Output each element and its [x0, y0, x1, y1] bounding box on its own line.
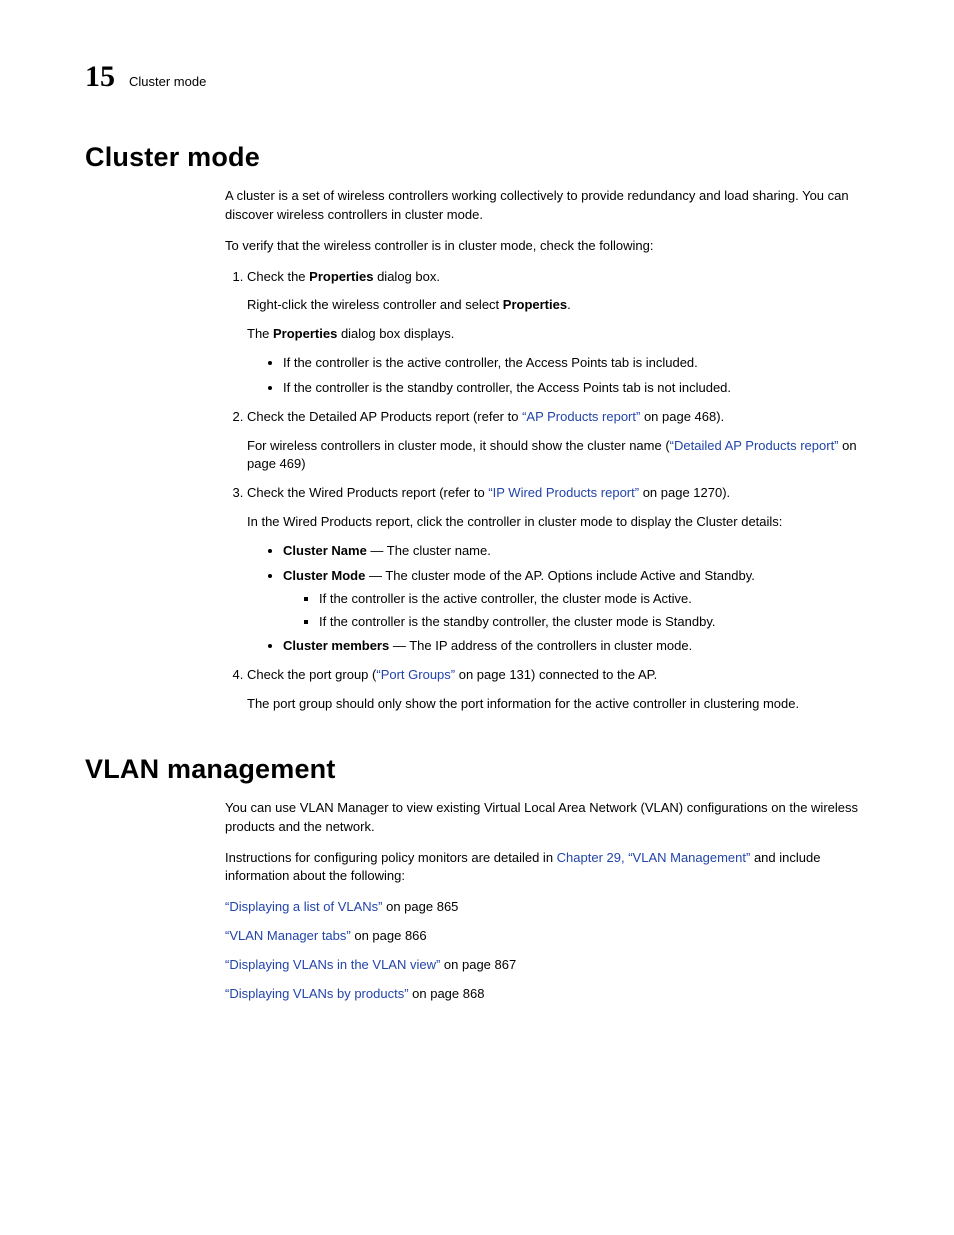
bold-text: Properties — [309, 269, 373, 284]
text: on page 131) connected to the AP. — [455, 667, 657, 682]
list-item: If the controller is the active controll… — [283, 354, 869, 373]
step-4: Check the port group (“Port Groups” on p… — [247, 666, 869, 714]
bold-text: Cluster Mode — [283, 568, 365, 583]
text: Right-click the wireless controller and … — [247, 297, 503, 312]
text: dialog box displays. — [337, 326, 454, 341]
text: For wireless controllers in cluster mode… — [247, 438, 670, 453]
paragraph: Instructions for configuring policy moni… — [225, 849, 869, 887]
section-heading-vlan-management: VLAN management — [85, 754, 869, 785]
text: Check the port group ( — [247, 667, 376, 682]
paragraph: For wireless controllers in cluster mode… — [247, 437, 869, 475]
link-line: “Displaying VLANs by products” on page 8… — [225, 985, 869, 1004]
paragraph: You can use VLAN Manager to view existin… — [225, 799, 869, 837]
xref-link[interactable]: “Displaying a list of VLANs” — [225, 899, 383, 914]
list-item: If the controller is the active controll… — [319, 590, 869, 609]
bold-text: Properties — [503, 297, 567, 312]
bullet-list: Cluster Name — The cluster name. Cluster… — [247, 542, 869, 656]
text: — The cluster name. — [367, 543, 491, 558]
text: — The IP address of the controllers in c… — [389, 638, 692, 653]
xref-link[interactable]: “Port Groups” — [376, 667, 455, 682]
step-1: Check the Properties dialog box. Right-c… — [247, 268, 869, 398]
bold-text: Properties — [273, 326, 337, 341]
sub-bullet-list: If the controller is the active controll… — [283, 590, 869, 632]
section-body-cluster-mode: A cluster is a set of wireless controlle… — [225, 187, 869, 714]
text: on page 865 — [383, 899, 459, 914]
text: Instructions for configuring policy moni… — [225, 850, 557, 865]
list-item: Cluster members — The IP address of the … — [283, 637, 869, 656]
text: Check the — [247, 269, 309, 284]
text: on page 866 — [351, 928, 427, 943]
text: dialog box. — [373, 269, 440, 284]
step-3: Check the Wired Products report (refer t… — [247, 484, 869, 656]
paragraph: To verify that the wireless controller i… — [225, 237, 869, 256]
page: 15 Cluster mode Cluster mode A cluster i… — [0, 0, 954, 1235]
xref-link[interactable]: “Displaying VLANs in the VLAN view” — [225, 957, 440, 972]
spacer — [85, 724, 869, 754]
bold-text: Cluster members — [283, 638, 389, 653]
xref-link[interactable]: “Detailed AP Products report” — [670, 438, 839, 453]
xref-link[interactable]: “VLAN Manager tabs” — [225, 928, 351, 943]
link-line: “VLAN Manager tabs” on page 866 — [225, 927, 869, 946]
text: Check the Wired Products report (refer t… — [247, 485, 488, 500]
step-lead: Check the Detailed AP Products report (r… — [247, 408, 869, 427]
step-lead: Check the port group (“Port Groups” on p… — [247, 666, 869, 685]
step-lead: Check the Wired Products report (refer t… — [247, 484, 869, 503]
text: on page 1270). — [639, 485, 730, 500]
text: — The cluster mode of the AP. Options in… — [365, 568, 755, 583]
text: on page 468). — [640, 409, 724, 424]
paragraph: In the Wired Products report, click the … — [247, 513, 869, 532]
paragraph: Right-click the wireless controller and … — [247, 296, 869, 315]
link-line: “Displaying a list of VLANs” on page 865 — [225, 898, 869, 917]
bullet-list: If the controller is the active controll… — [247, 354, 869, 398]
link-line: “Displaying VLANs in the VLAN view” on p… — [225, 956, 869, 975]
bold-text: Cluster Name — [283, 543, 367, 558]
list-item: If the controller is the standby control… — [319, 613, 869, 632]
text: on page 868 — [409, 986, 485, 1001]
xref-link[interactable]: “IP Wired Products report” — [488, 485, 639, 500]
step-2: Check the Detailed AP Products report (r… — [247, 408, 869, 475]
text: Check the Detailed AP Products report (r… — [247, 409, 522, 424]
link-list: “Displaying a list of VLANs” on page 865… — [225, 898, 869, 1003]
running-header: 15 Cluster mode — [85, 60, 869, 94]
list-item: Cluster Name — The cluster name. — [283, 542, 869, 561]
text: . — [567, 297, 571, 312]
list-item: If the controller is the standby control… — [283, 379, 869, 398]
step-lead: Check the Properties dialog box. — [247, 268, 869, 287]
xref-link[interactable]: “AP Products report” — [522, 409, 640, 424]
section-heading-cluster-mode: Cluster mode — [85, 142, 869, 173]
paragraph: The port group should only show the port… — [247, 695, 869, 714]
section-body-vlan-management: You can use VLAN Manager to view existin… — [225, 799, 869, 1004]
chapter-number: 15 — [85, 60, 115, 94]
paragraph: The Properties dialog box displays. — [247, 325, 869, 344]
list-item: Cluster Mode — The cluster mode of the A… — [283, 567, 869, 632]
xref-link[interactable]: “Displaying VLANs by products” — [225, 986, 409, 1001]
text: The — [247, 326, 273, 341]
steps-list: Check the Properties dialog box. Right-c… — [225, 268, 869, 714]
paragraph: A cluster is a set of wireless controlle… — [225, 187, 869, 225]
xref-link[interactable]: Chapter 29, “VLAN Management” — [557, 850, 751, 865]
text: on page 867 — [440, 957, 516, 972]
chapter-label: Cluster mode — [129, 74, 206, 89]
